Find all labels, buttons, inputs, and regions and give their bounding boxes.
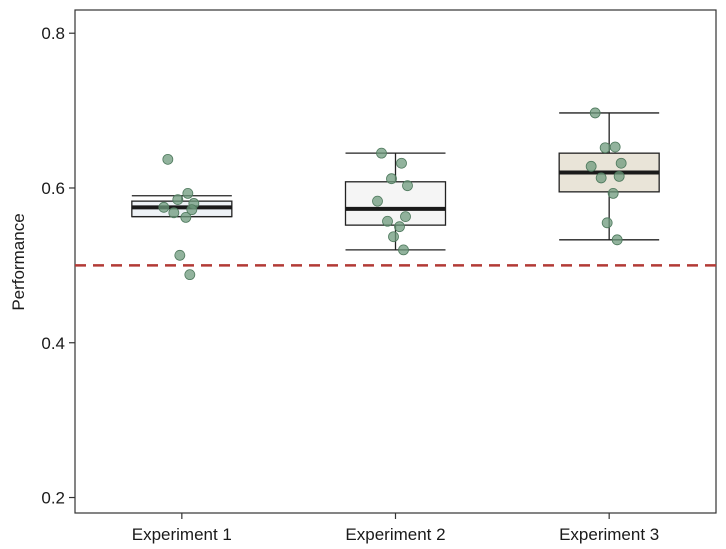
data-point — [398, 244, 409, 256]
data-point — [162, 153, 174, 165]
data-point — [386, 173, 397, 185]
data-point — [595, 172, 607, 184]
data-point — [599, 142, 611, 154]
data-point — [585, 160, 597, 172]
plot-panel — [74, 9, 717, 514]
y-tick-label: 0.6 — [41, 179, 65, 198]
y-tick-label: 0.2 — [41, 489, 65, 508]
x-tick-label: Experiment 1 — [132, 525, 232, 544]
data-point — [184, 269, 196, 281]
data-point — [615, 157, 627, 169]
data-point — [388, 231, 399, 243]
data-point — [168, 207, 180, 219]
data-point — [174, 249, 186, 261]
data-point — [382, 215, 393, 227]
box-iqr — [344, 181, 447, 226]
points-group — [158, 107, 627, 281]
data-point — [607, 188, 619, 199]
data-point — [589, 107, 601, 119]
data-point — [186, 204, 198, 216]
y-axis: 0.2 0.4 0.6 0.8 — [41, 24, 75, 508]
data-point — [376, 147, 387, 159]
data-point — [394, 221, 405, 233]
data-point — [396, 157, 407, 169]
data-point — [372, 195, 383, 207]
data-point — [158, 201, 170, 213]
data-point — [180, 211, 192, 223]
data-point — [601, 217, 613, 229]
data-point — [400, 211, 411, 223]
data-point — [182, 188, 194, 199]
y-tick-label: 0.8 — [41, 24, 65, 43]
data-point — [613, 170, 625, 182]
data-point — [402, 180, 413, 192]
y-tick-label: 0.4 — [41, 334, 65, 353]
box-3 — [558, 112, 660, 241]
y-axis-title: Performance — [9, 213, 28, 310]
data-point — [172, 194, 184, 205]
x-tick-label: Experiment 3 — [559, 525, 659, 544]
data-point — [611, 234, 623, 246]
x-tick-label: Experiment 2 — [345, 525, 445, 544]
x-axis: Experiment 1 Experiment 2 Experiment 3 — [132, 513, 659, 544]
data-point — [609, 141, 621, 153]
